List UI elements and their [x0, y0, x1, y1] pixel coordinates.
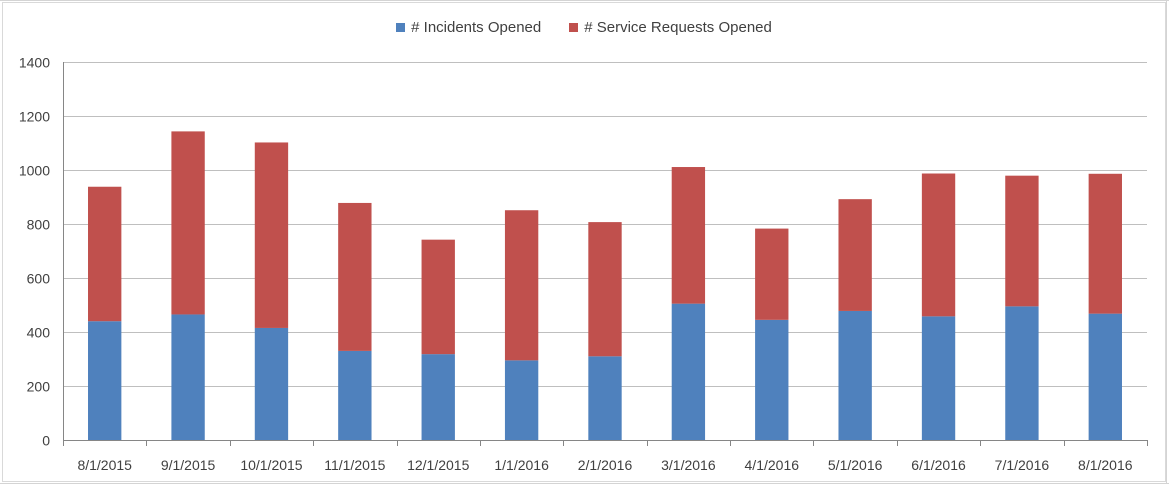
x-tick-label: 4/1/2016 — [745, 457, 800, 473]
bar-service-requests-10 — [921, 173, 956, 317]
x-tick-label: 2/1/2016 — [578, 457, 633, 473]
y-tick-label: 1400 — [19, 55, 50, 71]
bar-incidents-3 — [338, 350, 372, 440]
bar-incidents-9 — [838, 310, 872, 440]
x-tick-label: 6/1/2016 — [911, 457, 966, 473]
bar-service-requests-8 — [755, 228, 789, 320]
x-tick-label: 1/1/2016 — [494, 457, 549, 473]
y-tick-label: 600 — [27, 271, 51, 287]
bar-service-requests-3 — [338, 202, 372, 351]
bar-service-requests-4 — [421, 239, 455, 355]
legend-item-incidents: # Incidents Opened — [396, 19, 541, 36]
bar-incidents-7 — [671, 303, 706, 440]
bar-incidents-8 — [755, 319, 789, 440]
x-tick-label: 10/1/2015 — [240, 457, 302, 473]
legend-label-incidents: # Incidents Opened — [411, 19, 542, 36]
stacked-bar-chart: 0 200 400 600 800 1000 1200 1400 8/1/2015 9/1/201… — [19, 55, 1148, 473]
bar-service-requests-7 — [671, 167, 706, 304]
legend-swatch-incidents — [396, 23, 406, 32]
legend-label-service-requests: # Service Requests Opened — [584, 19, 772, 36]
bar-service-requests-11 — [1005, 175, 1039, 307]
bar-incidents-11 — [1005, 306, 1039, 440]
bar-service-requests-2 — [254, 142, 289, 328]
bar-service-requests-6 — [588, 222, 622, 357]
legend-item-service-requests: # Service Requests Opened — [569, 19, 772, 36]
y-tick-label: 400 — [27, 325, 51, 341]
bar-incidents-4 — [421, 354, 455, 440]
x-tick-label: 8/1/2016 — [1078, 457, 1133, 473]
bar-incidents-12 — [1088, 313, 1122, 440]
x-tick-label: 11/1/2015 — [324, 457, 385, 473]
bar-service-requests-9 — [838, 199, 872, 311]
x-tick-label: 3/1/2016 — [661, 457, 716, 473]
y-tick-label: 1200 — [19, 109, 50, 125]
x-tick-label: 7/1/2016 — [995, 457, 1050, 473]
y-tick-label: 0 — [42, 433, 50, 449]
y-tick-label: 1000 — [19, 163, 50, 179]
bar-service-requests-1 — [171, 131, 205, 315]
bar-incidents-6 — [588, 356, 622, 440]
x-tick-label: 8/1/2015 — [77, 457, 132, 473]
bar-service-requests-5 — [504, 210, 539, 361]
bar-service-requests-0 — [88, 186, 122, 322]
bar-incidents-5 — [504, 360, 539, 440]
bar-service-requests-12 — [1088, 173, 1122, 314]
x-tick-label: 9/1/2015 — [161, 457, 216, 473]
y-tick-label: 200 — [27, 379, 51, 395]
y-tick-label: 800 — [27, 217, 51, 233]
bar-incidents-10 — [921, 316, 956, 440]
x-tick-label: 5/1/2016 — [828, 457, 883, 473]
legend-swatch-service-requests — [569, 23, 579, 32]
bar-incidents-0 — [88, 321, 122, 440]
chart-legend: # Incidents Opened # Service Requests Op… — [3, 19, 1165, 36]
x-tick-label: 12/1/2015 — [407, 457, 469, 473]
bar-incidents-2 — [254, 327, 289, 440]
bar-incidents-1 — [171, 314, 205, 440]
